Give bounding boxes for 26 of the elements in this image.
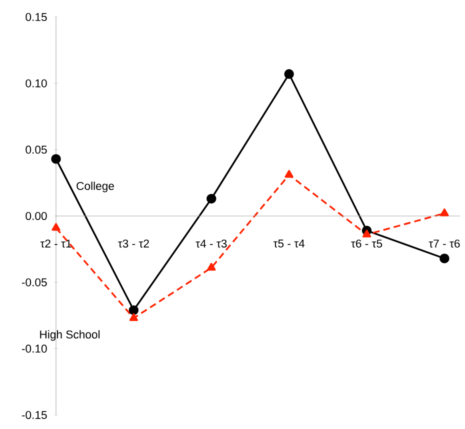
x-tick-label: τ5 - τ4 (273, 240, 305, 248)
y-tick-label: -0.10 (22, 344, 47, 353)
point (440, 254, 450, 264)
point (284, 170, 294, 178)
point (52, 223, 60, 231)
x-tick-label: τ3 - τ2 (118, 240, 149, 248)
x-tick-label: τ6 - τ5 (351, 240, 382, 248)
y-tick-label: -0.15 (22, 410, 47, 419)
point (129, 313, 138, 322)
y-tick-label: -0.05 (22, 278, 47, 286)
point (440, 208, 449, 216)
point (207, 262, 216, 271)
y-tick-label: 0.00 (26, 212, 47, 220)
point (206, 194, 216, 204)
x-tick-label: τ4 - τ3 (196, 240, 227, 248)
y-tick-label: 0.10 (26, 79, 47, 88)
x-tick-label: τ2 - τ1 (40, 240, 72, 248)
point (51, 154, 61, 164)
series-label: College (76, 182, 114, 192)
x-tick-label: τ7 - τ6 (428, 240, 460, 248)
y-tick-label: 0.15 (26, 12, 47, 22)
point (128, 305, 139, 316)
point (362, 230, 372, 238)
point (284, 69, 294, 79)
y-tick-label: 0.05 (26, 146, 47, 154)
text: High School (40, 330, 100, 341)
